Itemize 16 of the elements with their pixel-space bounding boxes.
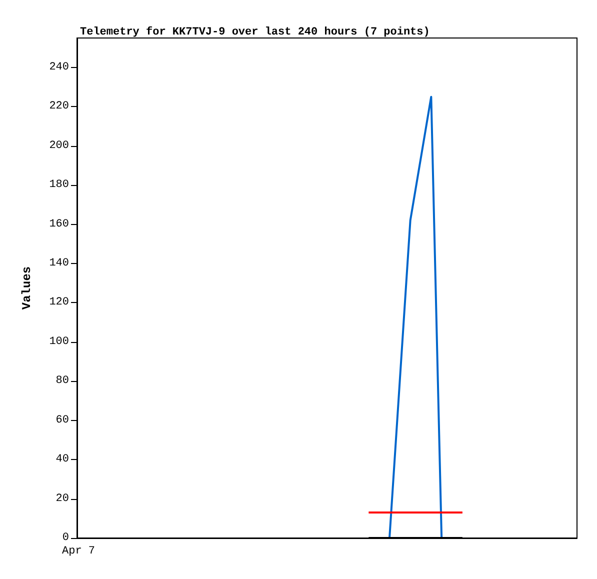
y-tick-label: 140 [49, 257, 69, 270]
y-tick-label: 80 [56, 375, 69, 388]
y-tick-label: 200 [49, 140, 69, 152]
y-tick-label: 240 [49, 61, 69, 74]
y-axis-title: Values [20, 266, 34, 310]
y-tick-label: 180 [49, 179, 69, 192]
chart-title: Telemetry for KK7TVJ-9 over last 240 hours (7 points) [80, 26, 430, 38]
y-tick-label: 120 [49, 296, 69, 309]
y-tick-label: 40 [56, 454, 69, 466]
y-tick-label: 220 [49, 100, 69, 113]
y-tick-label: 100 [49, 336, 69, 348]
y-tick-label: 60 [56, 414, 69, 426]
y-tick-label: 160 [49, 218, 69, 230]
text: Apr 7 [62, 546, 96, 558]
y-tick-label: 20 [56, 492, 69, 505]
y-tick-label: 0 [62, 532, 69, 544]
